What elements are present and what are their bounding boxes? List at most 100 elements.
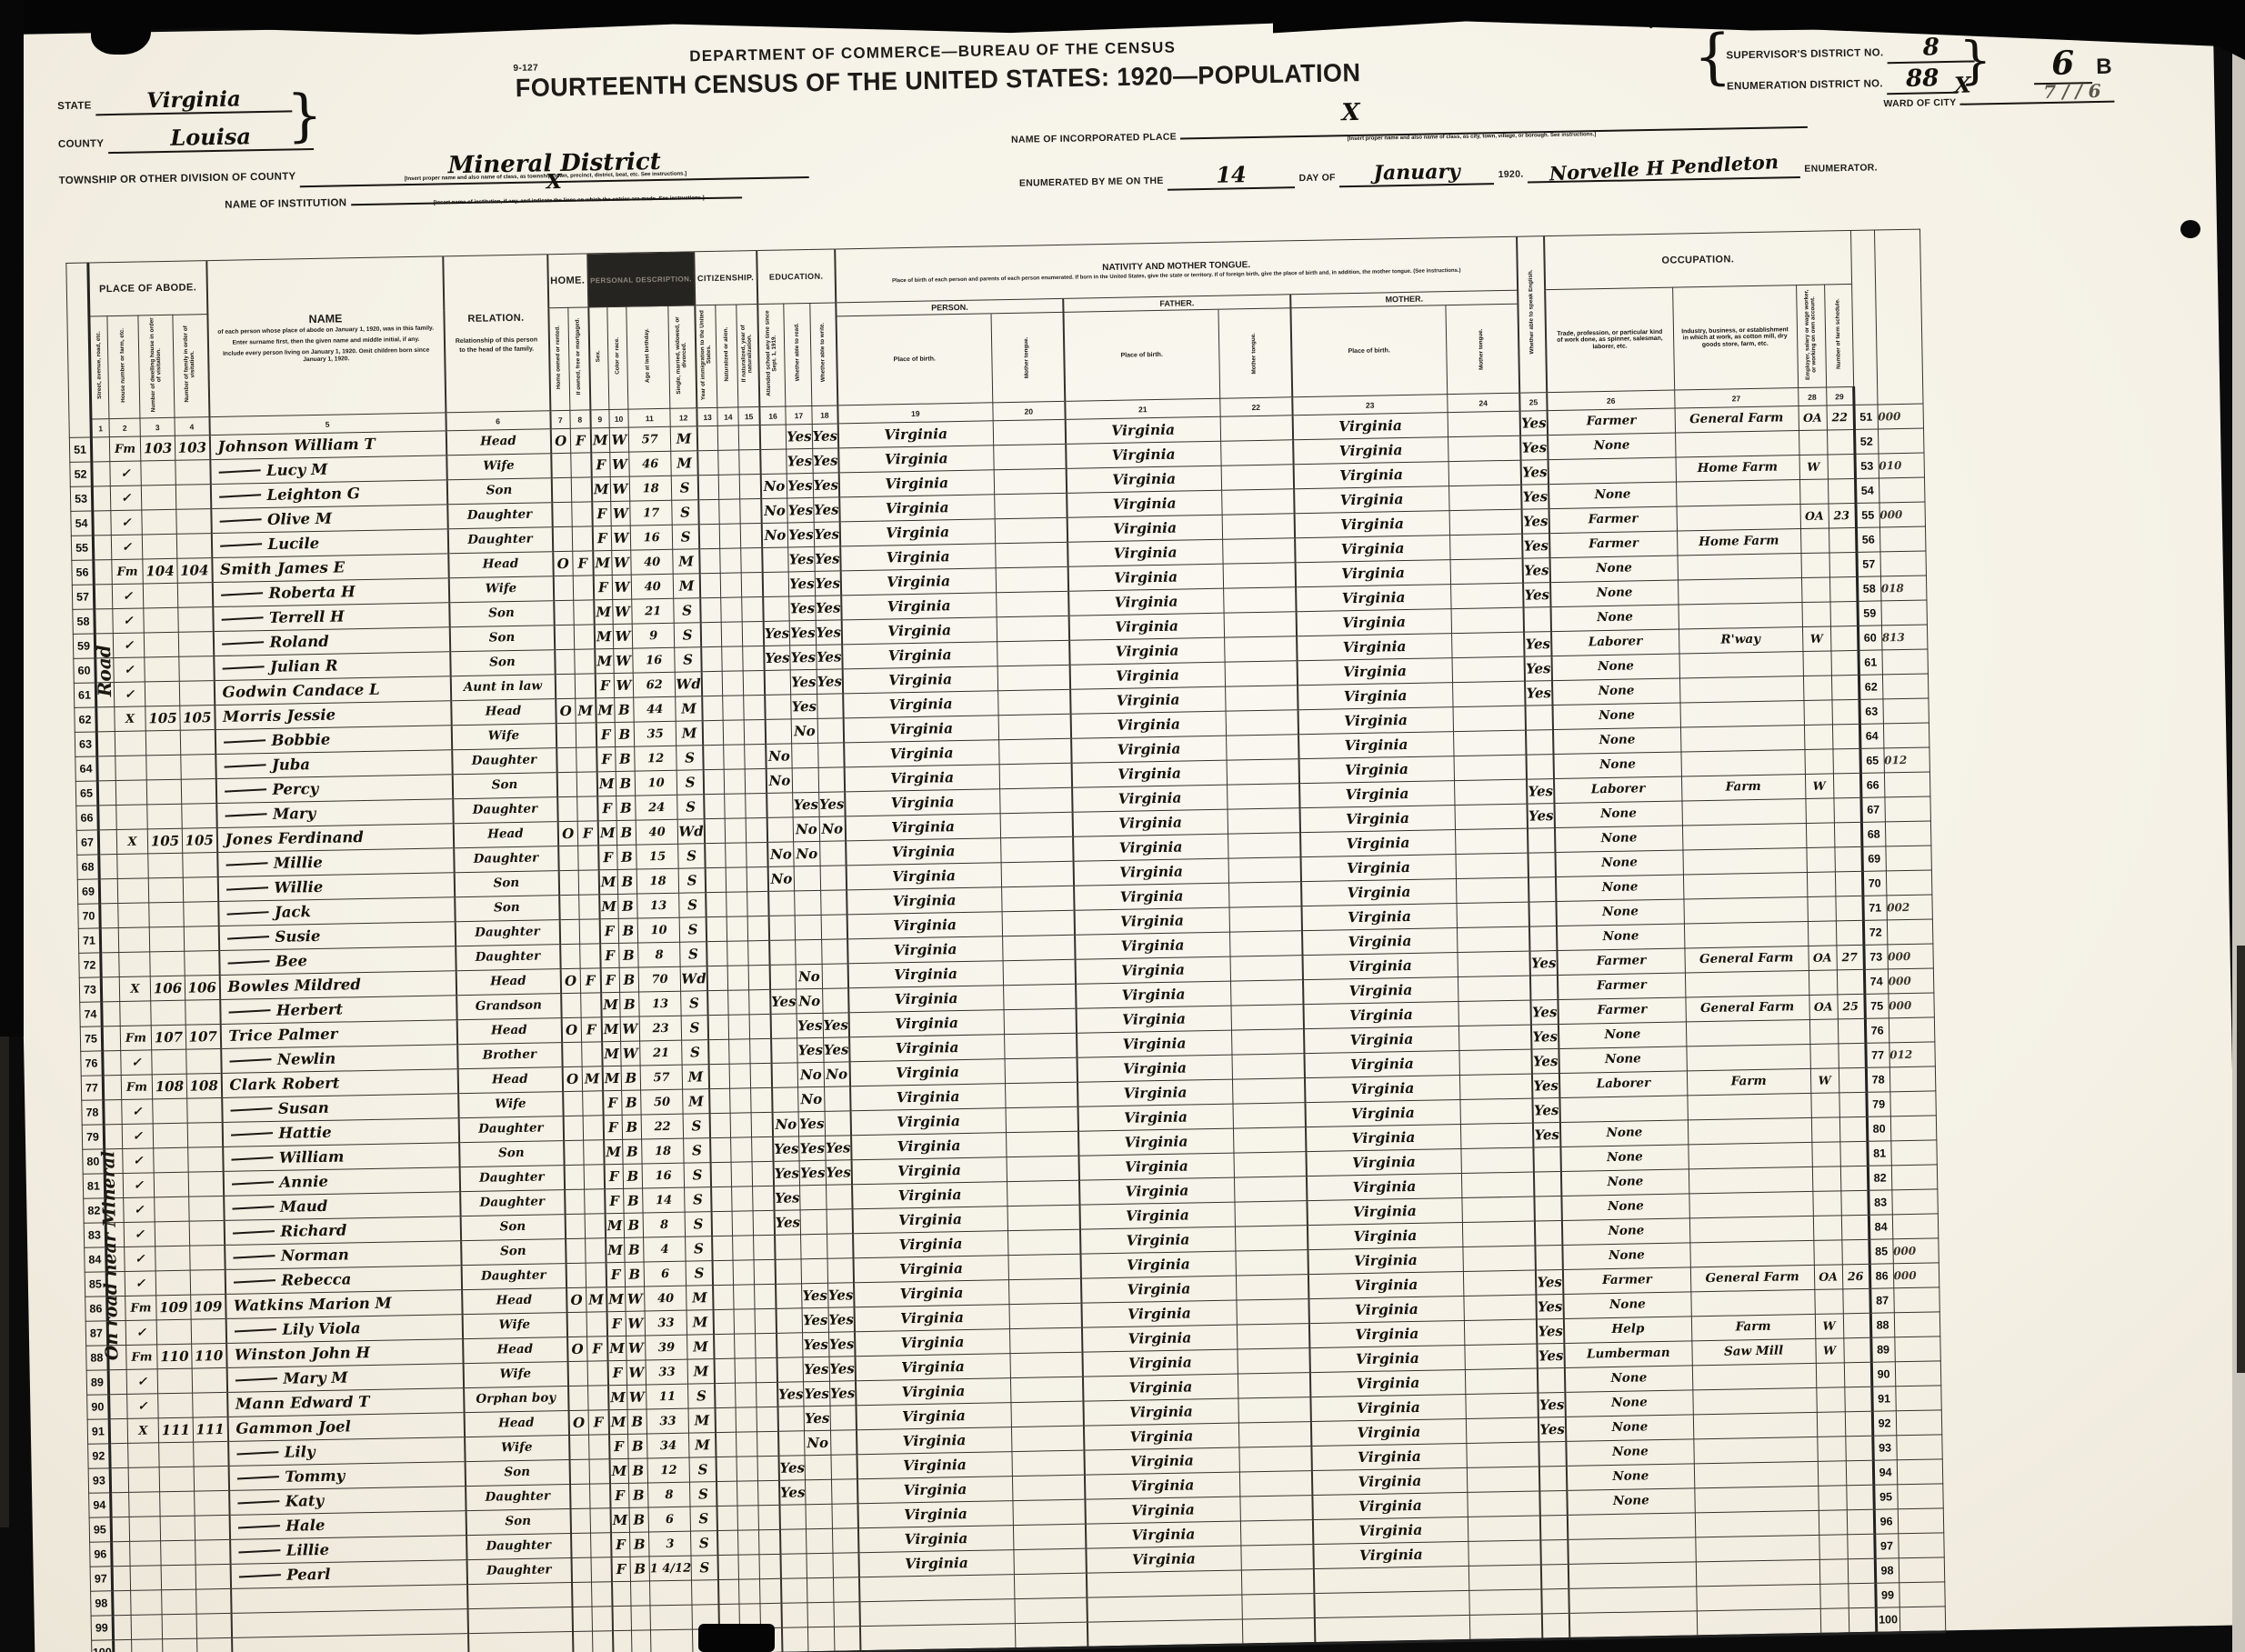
cell-immigration — [702, 720, 724, 746]
cell-owned — [564, 1165, 585, 1190]
cell-age: 23 — [639, 1016, 683, 1042]
line-number-right: 57 — [1856, 551, 1881, 577]
cell-relation: Son — [449, 625, 555, 652]
cell-mother-birthplace: Virginia — [1298, 731, 1454, 759]
cell-mother-tongue — [1463, 1319, 1538, 1346]
col-number: 14 — [717, 406, 739, 426]
cell-dwelling — [146, 804, 183, 829]
cell-farm-schedule — [1829, 576, 1858, 602]
cell-race: W — [625, 1286, 646, 1312]
cell-father-birthplace: Virginia — [1073, 834, 1228, 862]
cell-industry — [1688, 1166, 1813, 1194]
cell-english: Yes — [1536, 1318, 1565, 1345]
col-number: 7 — [549, 410, 571, 429]
cell-race: B — [622, 1115, 642, 1140]
cell-owned — [572, 1607, 593, 1632]
cell-employer: OA — [1813, 1264, 1843, 1290]
cell-school: Yes — [772, 1136, 800, 1162]
cell-read — [805, 1455, 832, 1480]
brace-state-county: } — [286, 81, 324, 149]
cell-nat-year — [740, 498, 762, 524]
cell-nat-year — [746, 842, 768, 867]
scan-right-edge — [2232, 0, 2245, 1652]
cell-immigration — [699, 548, 721, 574]
cell-read: Yes — [802, 1307, 829, 1333]
cell-employer — [1812, 1190, 1841, 1216]
cell-marital: M — [676, 720, 703, 746]
cell-employer — [1819, 1583, 1849, 1609]
margin-note: 012 — [1883, 747, 1929, 773]
cell-mother-birthplace: Virginia — [1303, 1001, 1459, 1029]
cell-marital: M — [687, 1334, 715, 1360]
cell-employer — [1819, 1534, 1848, 1560]
cell-owned — [558, 870, 579, 896]
cell-nat-year — [752, 1186, 775, 1211]
cell-industry — [1688, 1142, 1812, 1169]
cell-father-tongue — [1220, 464, 1295, 491]
cell-race: W — [612, 599, 633, 625]
cell-industry: Farm — [1686, 1068, 1811, 1096]
cell-mother-birthplace: Virginia — [1299, 780, 1455, 808]
line-number-right: 61 — [1858, 649, 1882, 676]
cell-age: 18 — [629, 476, 673, 502]
cell-industry — [1692, 1387, 1817, 1415]
cell-marital: M — [673, 548, 700, 575]
cell-age: 40 — [630, 549, 674, 576]
cell-school: No — [767, 841, 795, 867]
cell-owned — [560, 993, 582, 1018]
cell-marital: S — [679, 892, 707, 918]
cell-employer: W — [1815, 1337, 1844, 1364]
cell-abode-mark: ✓ — [126, 1368, 158, 1395]
margin-note — [1882, 723, 1929, 748]
cell-family — [194, 1490, 230, 1517]
cell-family — [189, 1245, 226, 1271]
cell-write: Yes — [813, 521, 841, 547]
cell-english: Yes — [1521, 508, 1550, 535]
cell-tongue — [1010, 1401, 1084, 1427]
cell-owned — [570, 1508, 591, 1534]
cell-tongue — [999, 812, 1074, 838]
cell-mortgage — [572, 526, 593, 552]
cell-write — [827, 1233, 854, 1259]
cell-father-birthplace: Virginia — [1071, 736, 1227, 764]
cell-birthplace: Virginia — [849, 1034, 1005, 1062]
cell-marital: S — [684, 1137, 711, 1164]
cell-owned: O — [557, 821, 578, 846]
cell-age: 22 — [641, 1114, 685, 1140]
scan-bottom-mark — [698, 1624, 775, 1652]
cell-father-birthplace: Virginia — [1085, 1521, 1241, 1549]
cell-age: 57 — [628, 426, 672, 453]
cell-father-tongue — [1240, 1568, 1315, 1596]
cell-father-birthplace: Virginia — [1065, 416, 1221, 445]
cell-naturalized — [738, 1554, 760, 1580]
cell-race: W — [612, 575, 632, 600]
cell-write — [832, 1527, 859, 1554]
cell-mother-birthplace — [1313, 1566, 1469, 1594]
cell-marital: S — [684, 1162, 711, 1188]
cell-farm-schedule: 26 — [1841, 1264, 1870, 1289]
cell-father-tongue — [1224, 636, 1298, 663]
cell-tongue — [1011, 1450, 1085, 1477]
cell-street — [108, 1394, 128, 1419]
line-number-right: 68 — [1860, 821, 1886, 847]
cell-owned: O — [550, 428, 571, 454]
margin-note — [1896, 1434, 1942, 1460]
col-house-number: House number or farm, etc. — [106, 315, 140, 419]
cell-mortgage — [579, 918, 600, 945]
cell-family: 104 — [176, 557, 213, 584]
cell-employer — [1809, 1043, 1839, 1069]
cell-immigration — [712, 1285, 735, 1310]
cell-english — [1541, 1613, 1570, 1639]
cell-street — [97, 780, 116, 806]
cell-dwelling — [149, 951, 185, 976]
cell-read: Yes — [788, 596, 816, 621]
group-place-of-abode: PLACE OF ABODE. — [87, 260, 207, 317]
cell-race: W — [610, 501, 631, 526]
cell-read — [800, 1234, 827, 1259]
cell-marital: S — [677, 794, 705, 820]
cell-write — [819, 840, 847, 866]
cell-naturalized — [725, 817, 747, 844]
cell-dwelling — [161, 1565, 196, 1590]
margin-note — [1898, 1557, 1945, 1583]
cell-tongue — [996, 616, 1070, 642]
